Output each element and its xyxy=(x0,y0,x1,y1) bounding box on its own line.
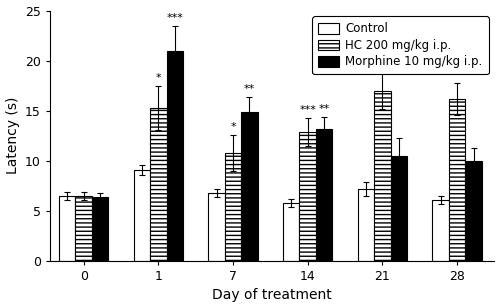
Bar xyxy=(59,196,76,261)
Bar xyxy=(241,112,258,261)
Bar xyxy=(374,91,390,261)
Bar xyxy=(390,156,407,261)
Bar xyxy=(150,108,166,261)
Text: *: * xyxy=(230,122,236,132)
Bar xyxy=(316,129,332,261)
Legend: Control, HC 200 mg/kg i.p., Morphine 10 mg/kg i.p.: Control, HC 200 mg/kg i.p., Morphine 10 … xyxy=(312,16,488,74)
Bar xyxy=(449,99,466,261)
Bar xyxy=(208,193,225,261)
Text: **: ** xyxy=(377,60,388,70)
Text: **: ** xyxy=(318,104,330,114)
Y-axis label: Latency (s): Latency (s) xyxy=(6,97,20,174)
Bar xyxy=(300,132,316,261)
Text: *: * xyxy=(156,73,161,83)
Text: **: ** xyxy=(244,84,255,94)
X-axis label: Day of treatment: Day of treatment xyxy=(212,289,332,302)
Bar xyxy=(283,203,300,261)
Bar xyxy=(166,51,183,261)
Bar xyxy=(466,161,481,261)
Bar xyxy=(76,196,92,261)
Bar xyxy=(358,189,374,261)
Bar xyxy=(432,200,449,261)
Bar xyxy=(225,153,241,261)
Text: ***: *** xyxy=(166,13,183,22)
Text: ***: *** xyxy=(448,70,466,80)
Bar xyxy=(92,197,108,261)
Text: ***: *** xyxy=(300,105,316,115)
Bar xyxy=(134,170,150,261)
